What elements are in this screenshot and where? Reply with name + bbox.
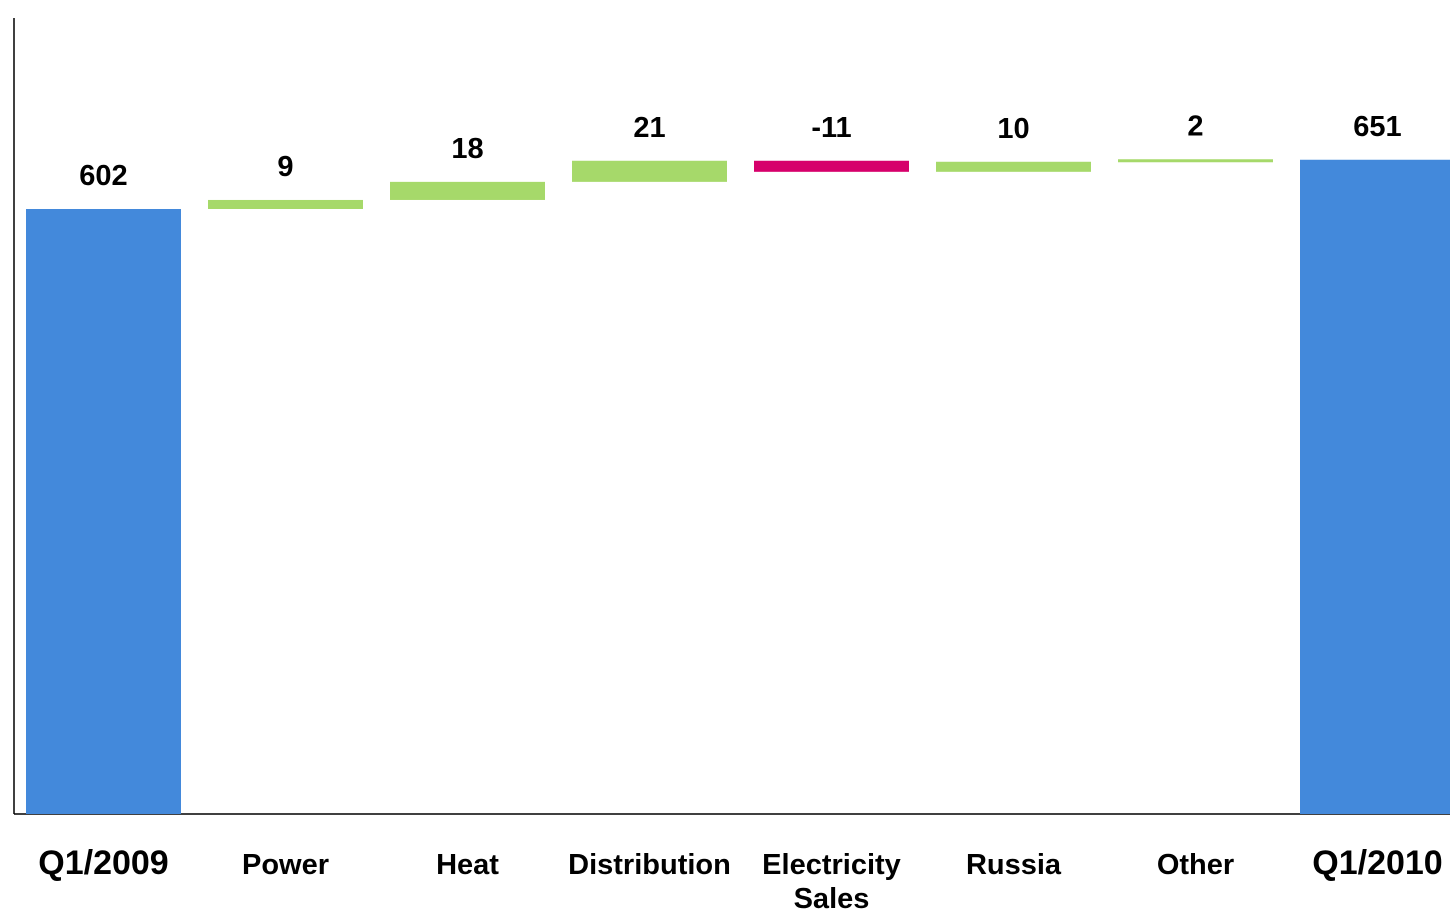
x-tick-label: Power [242, 849, 329, 881]
data-label: 21 [633, 112, 665, 144]
chart-axes [13, 18, 1450, 815]
x-tick-label: Heat [436, 849, 499, 881]
x-tick-label: Q1/2009 [38, 844, 168, 882]
waterfall-bar [936, 161, 1091, 172]
x-tick-label: Distribution [568, 849, 731, 881]
waterfall-bar [208, 199, 363, 209]
data-label: 2 [1187, 110, 1203, 142]
chart-bars [26, 159, 1450, 815]
data-label: 602 [79, 160, 127, 192]
waterfall-bar [754, 160, 909, 172]
waterfall-bar [1118, 159, 1273, 163]
data-label: 18 [451, 133, 483, 165]
data-label: 651 [1353, 111, 1401, 143]
chart-value-labels: 602 9 18 21 -11 10 2 651 [79, 110, 1401, 192]
x-tick-label: Russia [966, 849, 1062, 881]
waterfall-bar [1300, 159, 1450, 815]
waterfall-bar [572, 160, 727, 182]
waterfall-bar [26, 209, 181, 814]
chart-category-labels: Q1/2009 Power Heat Distribution ElectricityS… [38, 844, 1442, 910]
data-label: 9 [277, 151, 293, 183]
waterfall-bar [390, 181, 545, 200]
x-tick-label: Sales [794, 883, 870, 910]
data-label: -11 [811, 112, 851, 144]
x-tick-label: Q1/2010 [1312, 844, 1442, 882]
x-tick-label: Other [1157, 849, 1234, 881]
x-tick-label: Electricity [762, 849, 901, 881]
data-label: 10 [997, 113, 1029, 145]
